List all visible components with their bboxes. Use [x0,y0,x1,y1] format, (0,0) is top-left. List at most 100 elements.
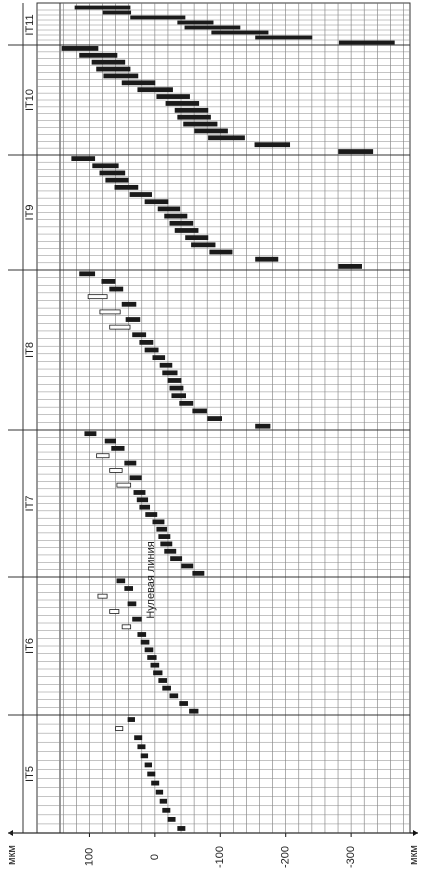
tolerance-bar [156,526,168,532]
tolerance-bar [159,362,173,368]
tolerance-bar [164,213,188,219]
tolerance-bar [144,199,169,205]
tolerance-bar [152,519,165,525]
tolerance-bar [121,80,156,86]
tolerance-bar [158,534,171,539]
tolerance-bar [116,482,132,488]
tolerance-bar [79,52,118,58]
tolerance-bar [144,347,159,353]
tolerance-bar [139,339,154,345]
tolerance-bar [254,142,291,148]
tolerance-bar [137,87,173,93]
tolerance-bar [111,445,125,451]
tolerance-bar [150,662,160,668]
tolerance-bar [155,789,164,795]
tolerance-bar [169,385,184,391]
tolerance-bar [159,798,168,804]
tolerance-bar [114,184,139,190]
tolerance-bar [97,593,108,599]
tolerance-bar [169,220,194,226]
tolerance-bar [96,453,110,459]
tolerance-bar [160,541,173,547]
tolerance-bar [338,264,362,269]
axis-unit: мкм [408,845,420,865]
tolerance-bar [109,468,123,473]
tolerance-bar [92,163,119,169]
x-tick-label: -200 [280,846,292,868]
tolerance-bar [177,20,214,25]
tolerance-bar [137,744,146,750]
tolerance-bar [169,693,179,699]
tolerance-bar [255,423,271,429]
tolerance-bar [130,15,186,20]
tolerance-bar [171,393,187,399]
x-tick-label: -300 [345,846,357,868]
tolerance-bar [207,416,222,421]
tolerance-bar [124,586,134,591]
tolerance-bar [192,408,207,414]
tolerance-bar [179,701,188,706]
group-label: IT11 [24,14,36,35]
tolerance-bar [129,192,152,197]
tolerance-bar [208,135,245,141]
tolerance-bar [121,624,132,630]
tolerance-bar [183,121,218,127]
tolerance-bar [152,355,166,361]
tolerance-bar [99,309,121,315]
tolerance-bar [134,735,143,741]
tolerance-bar [177,114,211,120]
tolerance-bar [144,762,152,768]
tolerance-bar [162,370,178,376]
tolerance-bar [174,107,209,113]
tolerance-bar [158,678,168,683]
tolerance-bar [137,632,147,637]
tolerance-bar [87,294,108,300]
tolerance-bar [91,59,126,65]
tolerance-bar [125,317,141,322]
tolerance-bar [129,475,142,481]
group-label: IT5 [24,766,36,782]
tolerance-bar [165,101,200,106]
tolerance-bar [61,46,99,51]
tolerance-bar [157,206,181,212]
group-label: IT8 [24,342,36,358]
tolerance-bar [79,271,96,277]
zero-line-label: Нулевая линия [145,541,157,618]
tolerance-bar [103,73,139,79]
tolerance-bar [109,609,120,614]
tolerance-bar [209,249,233,255]
tolerance-bar [162,807,171,813]
group-label: IT9 [24,205,36,221]
tolerance-bar [115,726,124,732]
tolerance-bar [255,256,279,262]
tolerance-bar [71,156,96,161]
tolerance-bar [127,601,137,607]
tolerance-bar [139,504,151,510]
tolerance-bar [189,708,199,714]
tolerance-bar [184,25,241,30]
tolerance-bar [74,5,131,10]
tolerance-bar [192,570,205,576]
group-label: IT7 [24,496,36,512]
tolerance-bar [133,490,146,495]
tolerance-bar [151,780,160,786]
tolerance-bar [124,460,137,466]
tolerance-bar [181,563,194,569]
tolerance-bar [162,685,171,691]
tolerance-bar [136,497,149,503]
tolerance-bar [153,670,163,676]
group-label: IT6 [24,638,36,654]
tolerance-bar [167,378,182,383]
tolerance-bar [84,431,97,437]
tolerance-bar [211,30,269,35]
tolerance-bar [185,235,209,241]
tolerance-bar [191,242,216,248]
tolerance-bar [147,655,157,660]
tolerance-bar [140,753,149,759]
tolerance-bar [167,816,176,822]
tolerance-bar [127,717,135,722]
tolerance-bar [132,332,147,338]
tolerance-bar [104,438,117,444]
tolerance-bar [101,279,116,284]
tolerance-bar [156,94,190,99]
